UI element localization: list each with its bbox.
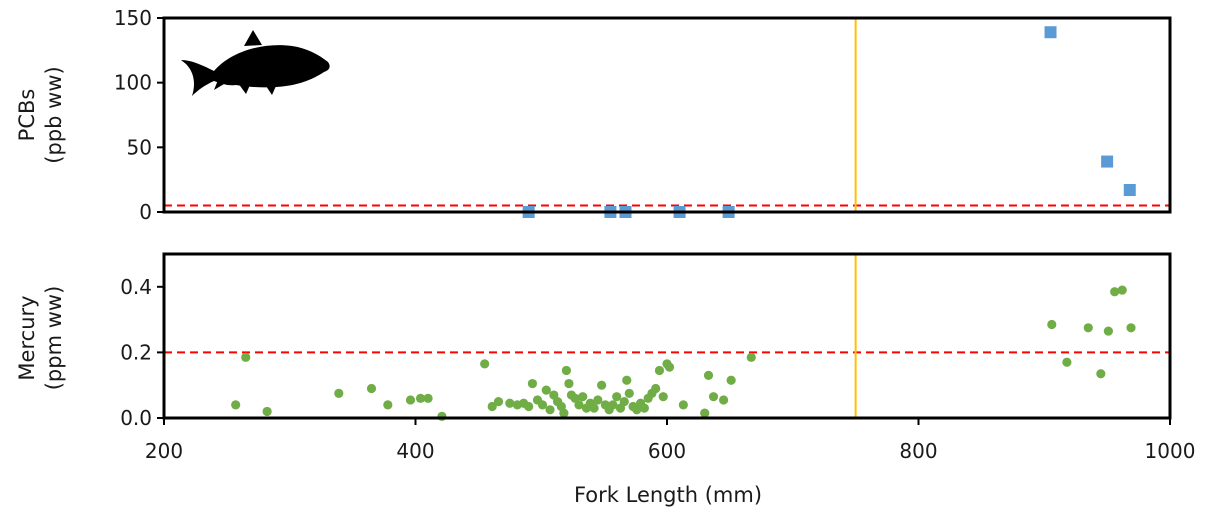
- mercury-point: [541, 385, 551, 395]
- mercury-point: [545, 405, 555, 415]
- mercury-point: [334, 388, 344, 398]
- mercury-point: [1047, 319, 1057, 330]
- mercury-panel: 0.0 0.2 0.4 200 400 600 800 1000 Mercury (ppm …: [15, 252, 1196, 507]
- mercury-point: [1096, 369, 1106, 379]
- x-axis-title: Fork Length (mm): [574, 483, 762, 507]
- pcbs-points: [522, 26, 1136, 218]
- pcbs-y-tick-label: 150: [114, 6, 152, 30]
- mercury-point: [564, 378, 574, 389]
- mercury-point: [423, 393, 433, 403]
- pcbs-plot-frame: [162, 16, 1172, 214]
- pcbs-y-ticks: 0 50 100 150: [114, 6, 164, 224]
- mercury-point: [1110, 287, 1120, 297]
- x-tick-label: 400: [396, 439, 434, 463]
- mercury-point: [578, 392, 588, 402]
- mercury-point: [405, 395, 416, 405]
- mercury-point: [624, 388, 634, 398]
- mercury-point: [480, 359, 490, 369]
- mercury-point: [678, 400, 688, 410]
- pcbs-panel: 0 50 100 150 PCBs (ppb ww): [15, 6, 1172, 224]
- pcbs-ylabel-line1: PCBs: [15, 89, 39, 142]
- x-tick-label: 600: [648, 439, 686, 463]
- x-tick-label: 1000: [1145, 439, 1196, 463]
- pcbs-point: [1044, 26, 1057, 39]
- mercury-point: [1117, 285, 1127, 295]
- mercury-point: [658, 392, 668, 402]
- mercury-point: [559, 408, 569, 418]
- pcbs-y-tick-label: 0: [139, 200, 152, 224]
- mercury-point: [537, 400, 548, 410]
- mercury-point: [708, 392, 719, 402]
- mercury-point: [718, 395, 729, 405]
- mercury-point: [1062, 357, 1072, 367]
- mercury-point: [664, 362, 675, 372]
- mercury-point: [1126, 323, 1136, 333]
- mercury-point: [703, 370, 714, 380]
- mercury-point: [527, 378, 538, 389]
- mercury-point: [654, 365, 665, 376]
- mercury-point: [262, 406, 272, 417]
- mercury-point: [597, 380, 607, 390]
- mercury-point: [1103, 326, 1113, 336]
- mercury-point: [1083, 323, 1093, 333]
- mercury-y-tick-label: 0.4: [120, 275, 152, 299]
- mercury-point: [505, 398, 515, 408]
- mercury-point: [622, 375, 632, 385]
- mercury-ylabel-line1: Mercury: [15, 295, 39, 380]
- mercury-plot-frame: [162, 252, 1172, 420]
- pcbs-point: [1123, 184, 1136, 197]
- mercury-point: [608, 400, 618, 410]
- mercury-point: [700, 408, 710, 418]
- mercury-point: [493, 397, 504, 407]
- pcbs-reference-lines: [164, 18, 1170, 212]
- mercury-point: [524, 401, 534, 412]
- mercury-y-tick-label: 0.0: [120, 406, 152, 430]
- fish-icon: [181, 30, 330, 96]
- mercury-point: [241, 352, 251, 362]
- mercury-point: [589, 403, 599, 413]
- mercury-y-ticks: 0.0 0.2 0.4: [120, 275, 164, 430]
- mercury-point: [437, 411, 447, 421]
- mercury-point: [619, 397, 629, 407]
- x-tick-label: 200: [145, 439, 183, 463]
- mercury-point: [612, 392, 622, 402]
- pcbs-ylabel-line2: (ppb ww): [42, 66, 66, 163]
- mercury-point: [415, 393, 426, 403]
- mercury-point: [574, 400, 584, 410]
- x-ticks: 200 400 600 800 1000: [145, 418, 1196, 463]
- mercury-point: [231, 400, 241, 410]
- pcbs-point: [1101, 155, 1114, 168]
- mercury-point: [383, 400, 393, 410]
- pcbs-y-tick-label: 50: [127, 135, 152, 159]
- mercury-point: [639, 403, 649, 413]
- mercury-point: [746, 352, 756, 362]
- mercury-point: [651, 383, 661, 394]
- x-tick-label: 800: [899, 439, 937, 463]
- pcbs-y-tick-label: 100: [114, 71, 152, 95]
- mercury-point: [366, 383, 377, 394]
- mercury-reference-lines: [164, 253, 1170, 418]
- mercury-ylabel-line2: (ppm ww): [42, 286, 66, 391]
- mercury-point: [487, 401, 497, 412]
- mercury-point: [726, 375, 736, 385]
- mercury-point: [561, 365, 572, 376]
- mercury-y-tick-label: 0.2: [120, 340, 152, 364]
- mercury-points: [231, 285, 1136, 421]
- mercury-point: [593, 395, 603, 405]
